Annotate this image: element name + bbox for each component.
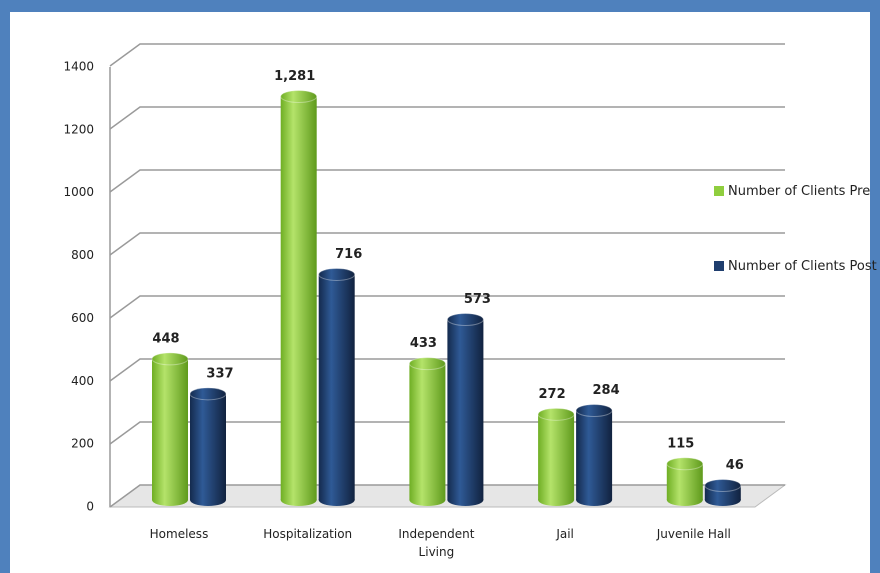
x-tick-label: Juvenile Hall [656, 527, 731, 541]
bar [280, 89, 318, 506]
bar-body [447, 319, 484, 500]
legend-entry: Number of Clients Post [714, 256, 878, 277]
bar-body [576, 410, 613, 500]
x-tick-label: Homeless [149, 527, 209, 541]
bar-body [538, 414, 575, 500]
data-label: 716 [335, 247, 362, 262]
grid-line [109, 169, 785, 193]
data-label: 272 [539, 387, 566, 402]
y-tick-label: 1200 [63, 122, 94, 136]
bar-top [189, 387, 227, 401]
bar [151, 352, 189, 506]
data-label: 573 [464, 292, 491, 307]
data-label: 337 [206, 366, 233, 381]
y-tick-label: 1400 [63, 60, 94, 74]
bar-top [151, 352, 189, 366]
bar-body [666, 463, 703, 500]
y-tick-label: 600 [71, 311, 94, 325]
bar [537, 407, 575, 506]
bar-top [318, 267, 356, 281]
bar-top [408, 357, 446, 371]
bar [189, 387, 227, 506]
y-tick-label: 1000 [63, 185, 94, 199]
bar-body [152, 358, 188, 500]
bar [446, 313, 484, 506]
x-tick-label: Independent Living [398, 527, 475, 559]
data-label: 433 [410, 336, 437, 351]
grid-line [109, 43, 785, 67]
bar-body [318, 274, 355, 500]
legend-label: Number of Clients Post [728, 259, 877, 274]
legend-swatch [714, 186, 724, 196]
bar [704, 479, 742, 506]
data-label: 284 [593, 383, 620, 398]
bar-body [280, 96, 317, 501]
y-tick-label: 400 [71, 374, 94, 388]
bar-top [704, 479, 742, 493]
bar-top [575, 404, 613, 418]
grid-line [109, 295, 785, 319]
data-label: 448 [152, 331, 179, 346]
data-label: 115 [667, 436, 694, 451]
data-label: 46 [726, 458, 744, 473]
bar-top [666, 457, 704, 471]
x-tick-label: Jail [556, 527, 574, 541]
bar [408, 357, 446, 506]
data-label: 1,281 [274, 69, 315, 84]
bar-top [537, 407, 575, 421]
legend-entry: Number of Clients Pre [714, 181, 878, 202]
legend-label: Number of Clients Pre [728, 184, 871, 199]
bar-body [190, 393, 226, 500]
grid-line [109, 232, 785, 256]
bar [318, 267, 356, 506]
bar [666, 457, 704, 506]
grid-line [109, 106, 785, 130]
bar [575, 404, 613, 506]
y-tick-label: 800 [71, 248, 94, 262]
bar-top [446, 313, 484, 327]
grid-line [109, 358, 785, 382]
legend-swatch [714, 261, 724, 271]
x-tick-label: Hospitalization [263, 527, 353, 541]
bar-top [280, 89, 318, 103]
y-tick-label: 0 [86, 500, 94, 514]
bar-body [409, 363, 446, 500]
y-tick-label: 200 [71, 437, 94, 451]
